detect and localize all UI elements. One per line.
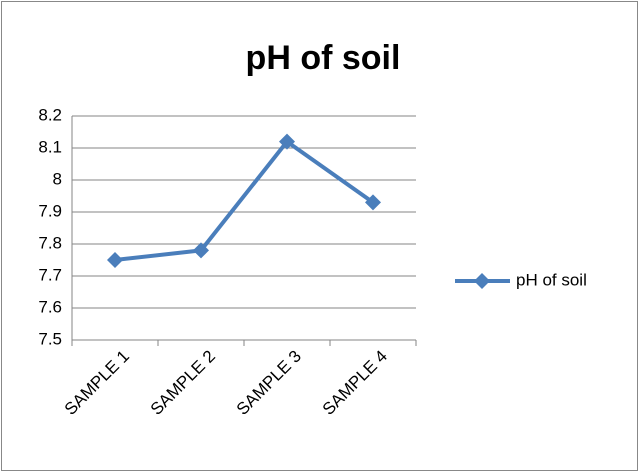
y-tick-label: 7.5 — [38, 329, 62, 348]
legend-label: pH of soil — [516, 270, 587, 289]
y-tick-label: 7.7 — [38, 265, 62, 284]
marker — [193, 242, 209, 259]
marker — [107, 252, 123, 268]
marker — [365, 194, 381, 211]
y-tick-label: 7.6 — [38, 297, 62, 316]
y-tick-label: 7.8 — [38, 233, 62, 252]
y-tick-label: 8.1 — [38, 137, 62, 156]
chart-title: pH of soil — [246, 39, 401, 77]
y-tick-label: 8.2 — [38, 105, 62, 124]
y-tick-label: 8 — [53, 169, 62, 188]
series-line — [114, 139, 375, 262]
legend-marker — [474, 273, 490, 289]
y-tick-label: 7.9 — [38, 201, 62, 220]
marker — [279, 133, 295, 150]
